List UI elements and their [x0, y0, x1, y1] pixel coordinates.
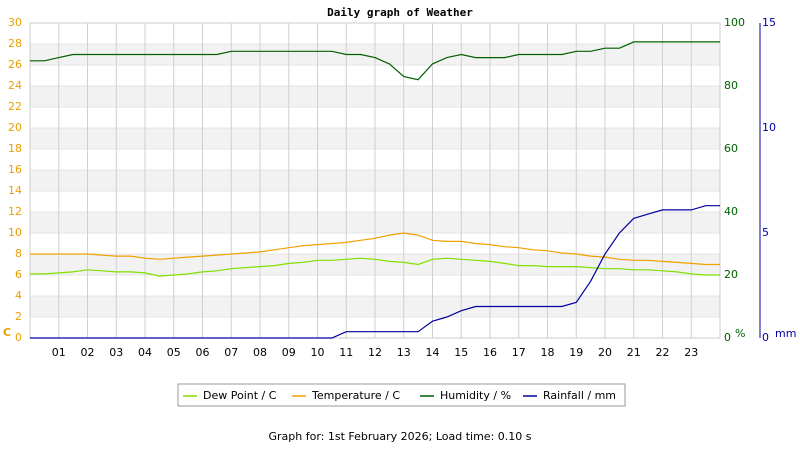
x-tick-label: 04 — [138, 346, 152, 359]
x-tick-label: 10 — [311, 346, 325, 359]
x-tick-label: 05 — [167, 346, 181, 359]
y-tick-label: 16 — [8, 163, 22, 176]
x-tick-label: 15 — [454, 346, 468, 359]
y-tick-label: 0 — [15, 331, 22, 344]
y-tick-label: 18 — [8, 142, 22, 155]
y-tick-label: 6 — [15, 268, 22, 281]
x-tick-label: 01 — [52, 346, 66, 359]
x-tick-label: 09 — [282, 346, 296, 359]
x-tick-label: 17 — [512, 346, 526, 359]
x-tick-label: 19 — [569, 346, 583, 359]
x-tick-label: 08 — [253, 346, 267, 359]
y2-tick-label: 40 — [724, 205, 738, 218]
x-tick-label: 14 — [426, 346, 440, 359]
x-tick-label: 11 — [339, 346, 353, 359]
y2-tick-label: 80 — [724, 79, 738, 92]
x-tick-label: 23 — [684, 346, 698, 359]
x-tick-label: 21 — [627, 346, 641, 359]
series-line — [30, 232, 720, 266]
y3-tick-label: 5 — [762, 226, 769, 239]
y2-tick-label: 60 — [724, 142, 738, 155]
x-tick-label: 03 — [109, 346, 123, 359]
x-tick-label: 18 — [541, 346, 555, 359]
y-tick-label: 12 — [8, 205, 22, 218]
y-tick-label: 10 — [8, 226, 22, 239]
legend-label: Temperature / C — [311, 389, 400, 402]
y3-tick-label: 0 — [762, 331, 769, 344]
y-tick-label: 14 — [8, 184, 22, 197]
x-tick-label: 20 — [598, 346, 612, 359]
x-tick-label: 06 — [196, 346, 210, 359]
plot-frame — [29, 22, 721, 339]
y-tick-label: 2 — [15, 310, 22, 323]
x-tick-label: 16 — [483, 346, 497, 359]
y-axis-label: C — [3, 326, 11, 339]
legend-box — [177, 383, 626, 407]
y3-tick-label: 15 — [762, 16, 776, 29]
x-tick-label: 12 — [368, 346, 382, 359]
series-line — [30, 41, 720, 81]
y2-axis-label: % — [735, 327, 745, 340]
y-tick-label: 8 — [15, 247, 22, 260]
y-tick-label: 4 — [15, 289, 22, 302]
y2-tick-label: 20 — [724, 268, 738, 281]
x-tick-label: 07 — [224, 346, 238, 359]
legend-label: Humidity / % — [440, 389, 511, 402]
x-tick-label: 13 — [397, 346, 411, 359]
legend-label: Rainfall / mm — [543, 389, 616, 402]
series-line — [30, 205, 720, 339]
y-tick-label: 24 — [8, 79, 22, 92]
x-tick-label: 02 — [81, 346, 95, 359]
y-tick-label: 30 — [8, 16, 22, 29]
y-tick-label: 22 — [8, 100, 22, 113]
y-tick-label: 20 — [8, 121, 22, 134]
x-tick-label: 22 — [656, 346, 670, 359]
y3-tick-label: 10 — [762, 121, 776, 134]
chart-title: Daily graph of Weather — [327, 6, 473, 19]
legend-label: Dew Point / C — [203, 389, 277, 402]
y2-tick-label: 0 — [724, 331, 731, 344]
y3-axis-label: mm — [775, 327, 796, 340]
y2-tick-label: 100 — [724, 16, 745, 29]
y-tick-label: 28 — [8, 37, 22, 50]
footer: Graph for: 1st February 2026; Load time:… — [268, 430, 531, 443]
series-line — [30, 257, 720, 277]
y-tick-label: 26 — [8, 58, 22, 71]
plot-background — [30, 22, 720, 339]
